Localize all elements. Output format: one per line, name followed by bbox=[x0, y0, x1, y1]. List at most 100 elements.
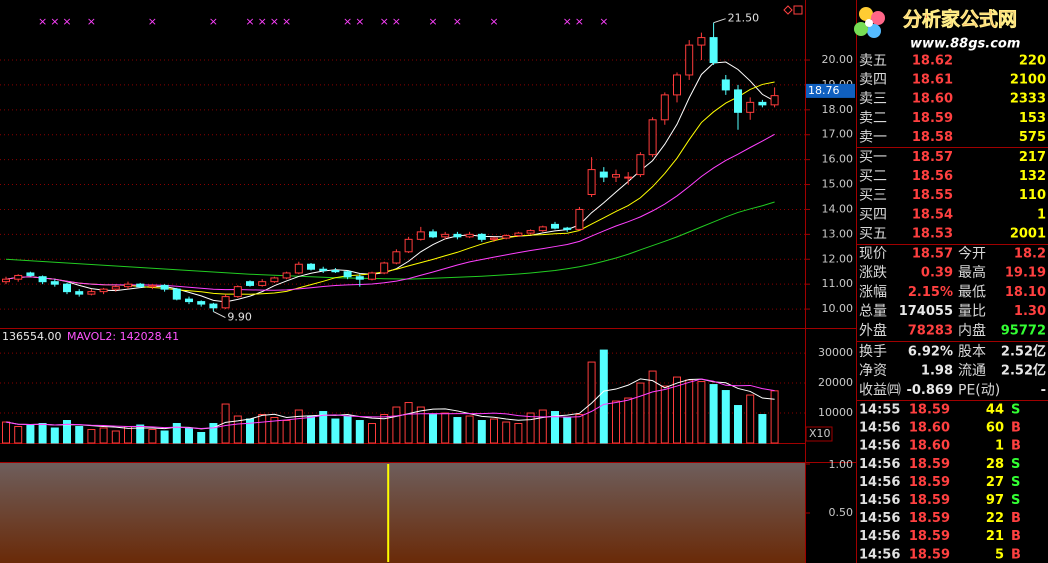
tick-time: 14:56 bbox=[859, 439, 900, 454]
candle-body bbox=[453, 233, 462, 238]
tick-side: B bbox=[1011, 439, 1021, 454]
quote-value: 174055 bbox=[899, 304, 953, 319]
volume-bar bbox=[75, 426, 84, 444]
volume-bar bbox=[197, 432, 206, 444]
candle-body bbox=[538, 226, 547, 232]
volume-bar bbox=[209, 423, 218, 444]
candle-body bbox=[160, 284, 169, 290]
current-price-box bbox=[806, 83, 855, 98]
tick-time: 14:56 bbox=[859, 547, 900, 562]
tick-volume: 44 bbox=[986, 403, 1004, 418]
logo-url: www.88gs.com bbox=[910, 37, 1020, 52]
icon-diamond[interactable] bbox=[783, 5, 793, 15]
volume-bar bbox=[319, 411, 328, 444]
tick-price: 18.59 bbox=[909, 493, 950, 508]
volume-bar bbox=[551, 411, 559, 444]
volume-bar bbox=[38, 423, 47, 444]
book-volume: 220 bbox=[1019, 54, 1046, 69]
tick-price: 18.59 bbox=[909, 529, 950, 544]
volume-bar bbox=[575, 414, 584, 444]
signal-marker: × bbox=[258, 15, 267, 28]
signal-marker: × bbox=[489, 15, 498, 28]
mavol-line bbox=[5, 378, 775, 430]
candle-body bbox=[514, 232, 523, 237]
candle-body bbox=[197, 301, 206, 305]
quote-label: 外盘 bbox=[859, 322, 887, 339]
book-label: 卖三 bbox=[859, 91, 887, 107]
tick-price: 18.59 bbox=[909, 511, 950, 526]
tick-volume: 5 bbox=[995, 547, 1004, 562]
tick-time: 14:56 bbox=[859, 493, 900, 508]
volume-bar bbox=[99, 427, 108, 444]
candle-body bbox=[709, 37, 718, 64]
book-price: 18.60 bbox=[912, 92, 953, 107]
y-tick-label: 30000 bbox=[818, 346, 853, 359]
logo-petal bbox=[859, 7, 873, 21]
volume-bar bbox=[343, 415, 352, 444]
volume-bar bbox=[111, 430, 120, 444]
quote-value: 2.52亿 bbox=[1001, 363, 1046, 379]
book-volume: 110 bbox=[1019, 188, 1046, 203]
quote-value: 0.39 bbox=[921, 266, 953, 281]
tick-side: B bbox=[1011, 421, 1021, 436]
volume-bar bbox=[294, 409, 303, 444]
tick-side: B bbox=[1011, 547, 1021, 562]
volume-bar bbox=[14, 426, 23, 444]
quote-value: 18.57 bbox=[912, 247, 953, 262]
signal-marker: × bbox=[50, 15, 59, 28]
volume-bar bbox=[673, 376, 681, 444]
y-tick-label: 20.00 bbox=[822, 53, 854, 66]
current-price-label: 18.76 bbox=[808, 84, 840, 97]
volume-bar bbox=[429, 414, 437, 444]
volume-bar bbox=[331, 418, 340, 444]
volume-bar bbox=[50, 427, 59, 444]
logo-center bbox=[865, 19, 873, 27]
quote-value: -0.869 bbox=[906, 383, 953, 398]
quote-label: 总量 bbox=[859, 304, 887, 320]
volume-bar bbox=[185, 427, 193, 444]
candle-body bbox=[526, 230, 535, 234]
tick-time: 14:56 bbox=[859, 475, 900, 490]
volume-bar bbox=[599, 349, 608, 444]
book-price: 18.53 bbox=[912, 226, 953, 241]
candle-body bbox=[477, 233, 486, 240]
window-icons[interactable] bbox=[783, 5, 803, 15]
signal-marker: × bbox=[282, 15, 291, 28]
signal-marker: × bbox=[453, 15, 462, 28]
candle-body bbox=[575, 208, 584, 230]
book-label: 卖四 bbox=[859, 72, 887, 88]
volume-bar bbox=[465, 415, 474, 444]
book-price: 18.59 bbox=[912, 111, 953, 126]
candle-body bbox=[416, 231, 425, 240]
quote-label: PE(动) bbox=[958, 382, 1000, 398]
tick-volume: 22 bbox=[986, 511, 1004, 526]
candle-body bbox=[331, 269, 340, 273]
candle-body bbox=[697, 37, 706, 46]
tick-side: B bbox=[1011, 511, 1021, 526]
signal-marker: × bbox=[563, 15, 572, 28]
tick-time: 14:56 bbox=[859, 457, 900, 472]
quote-value: 2.15% bbox=[908, 285, 953, 300]
book-price: 18.56 bbox=[912, 169, 953, 184]
candle-body bbox=[441, 233, 450, 238]
volume-bar bbox=[721, 390, 730, 444]
mavol-line bbox=[5, 378, 775, 429]
signal-marker: × bbox=[343, 15, 352, 28]
quote-value: 19.19 bbox=[1005, 266, 1046, 281]
volume-bar bbox=[502, 421, 511, 444]
candle-body bbox=[721, 79, 730, 91]
icon-square[interactable] bbox=[793, 5, 803, 15]
volume-bar bbox=[380, 414, 389, 444]
quote-label: 收益㈣ bbox=[859, 382, 901, 398]
ma-long-line bbox=[5, 201, 775, 280]
candle-body bbox=[734, 89, 742, 113]
y-tick-label: 14.00 bbox=[822, 202, 854, 215]
volume-bar bbox=[355, 420, 364, 444]
volume-bar bbox=[307, 415, 315, 444]
y-tick-label: 18.00 bbox=[822, 103, 854, 116]
signal-marker: × bbox=[599, 15, 608, 28]
logo-petal bbox=[871, 11, 885, 25]
volume-bar bbox=[124, 426, 132, 444]
y-tick-label: 0.50 bbox=[829, 506, 854, 519]
book-volume: 2001 bbox=[1010, 226, 1046, 241]
